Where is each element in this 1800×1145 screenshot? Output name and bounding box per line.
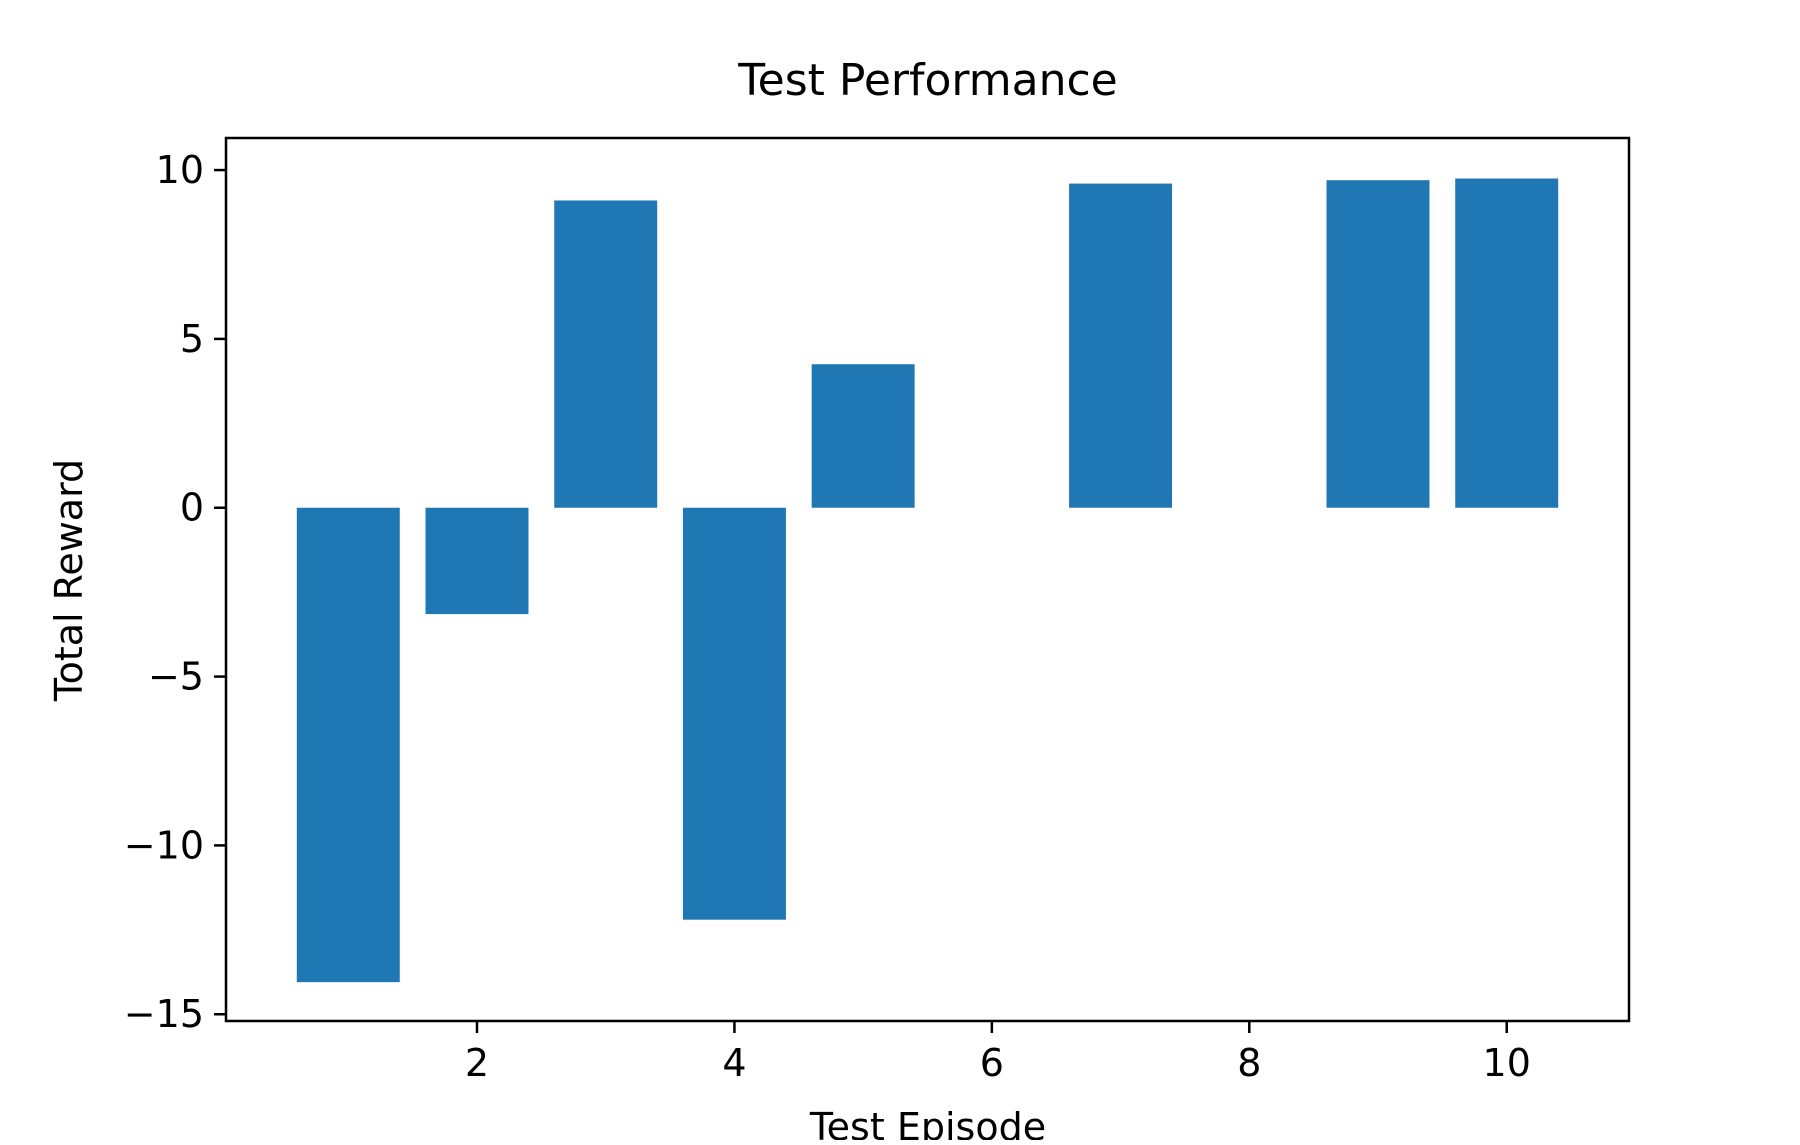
bar-episode-7 bbox=[1069, 183, 1173, 508]
y-axis-ticks: −15 −10 −5 0 5 10 bbox=[124, 148, 226, 1036]
bar-episode-3 bbox=[554, 200, 658, 508]
bar-episode-1 bbox=[296, 507, 400, 983]
chart-title: Test Performance bbox=[737, 55, 1117, 106]
x-tick-label: 10 bbox=[1483, 1041, 1531, 1085]
y-tick-label: −10 bbox=[124, 823, 204, 867]
y-tick-label: 0 bbox=[180, 486, 204, 530]
y-tick-label: −15 bbox=[124, 992, 204, 1036]
x-tick-label: 2 bbox=[465, 1041, 489, 1085]
bar-episode-10 bbox=[1455, 178, 1559, 508]
y-axis-label: Total Reward bbox=[47, 459, 91, 702]
bar-episode-9 bbox=[1326, 180, 1430, 508]
x-tick-label: 6 bbox=[980, 1041, 1004, 1085]
bar-episode-2 bbox=[425, 507, 529, 615]
bar-episode-5 bbox=[811, 364, 915, 508]
plot-area-frame bbox=[224, 136, 1631, 1023]
bar-episode-4 bbox=[682, 507, 786, 920]
y-tick-label: −5 bbox=[148, 655, 204, 699]
bars-layer bbox=[296, 178, 1559, 983]
x-tick-label: 4 bbox=[722, 1041, 746, 1085]
x-axis-ticks: 2 4 6 8 10 bbox=[465, 1021, 1531, 1085]
y-tick-label: 10 bbox=[156, 148, 204, 192]
x-tick-label: 8 bbox=[1237, 1041, 1261, 1085]
x-axis-label: Test Episode bbox=[809, 1105, 1046, 1140]
y-tick-label: 5 bbox=[180, 317, 204, 361]
